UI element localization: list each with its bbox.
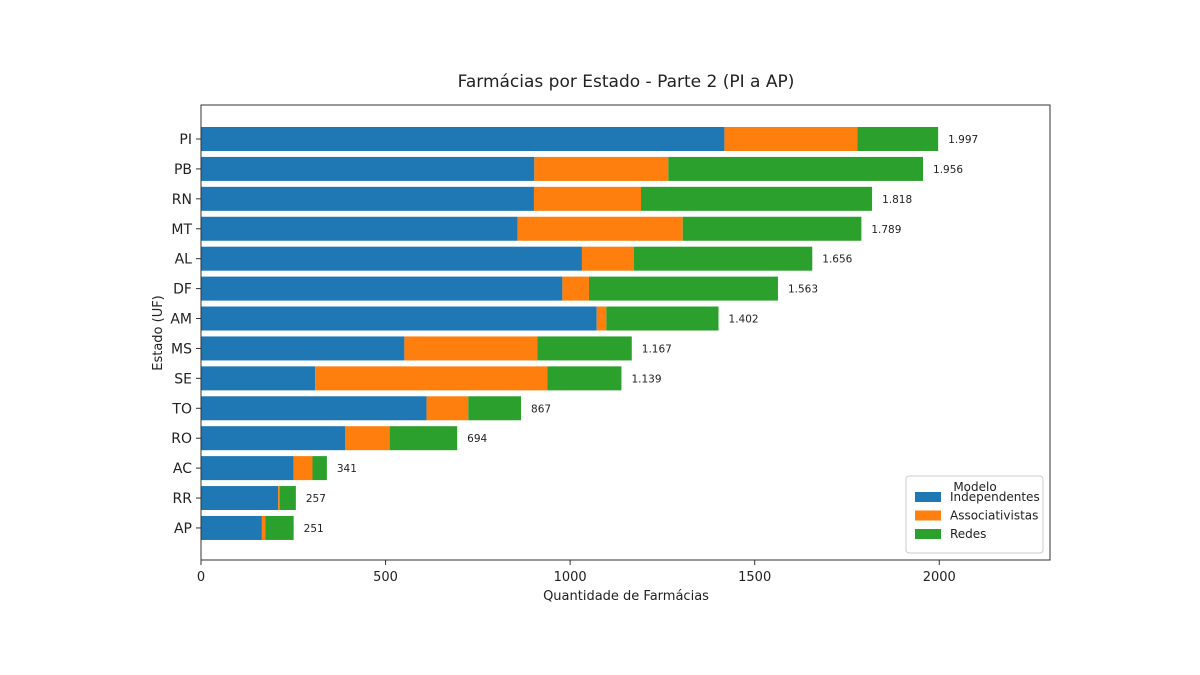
total-label-ap: 251: [304, 523, 324, 535]
y-tick-label-rr: RR: [173, 491, 193, 507]
bar-ac-independentes: [201, 456, 294, 481]
bar-pi-redes: [857, 127, 939, 151]
x-axis-label: Quantidade de Farmácias: [543, 589, 709, 604]
bar-rn-associativistas: [533, 186, 642, 211]
bar-rr-independentes: [201, 486, 279, 511]
bar-al-independentes: [201, 246, 582, 271]
legend: Modelo Independentes Associativistas Redes: [905, 475, 1044, 554]
bar-pb-associativistas: [534, 156, 669, 181]
total-label-pb: 1.956: [933, 164, 963, 176]
legend-label-redes: Redes: [950, 527, 986, 541]
bar-ap-associativistas: [261, 515, 266, 540]
y-tick-label-ms: MS: [171, 341, 192, 357]
bar-mt-associativistas: [517, 216, 683, 241]
y-tick-label-ac: AC: [173, 461, 192, 477]
bar-pi-associativistas: [724, 127, 858, 151]
bar-se-independentes: [201, 366, 316, 391]
bar-se-redes: [547, 366, 622, 391]
bar-to-redes: [468, 396, 522, 421]
bars-layer: [201, 127, 939, 540]
legend-swatch-associativistas: [915, 510, 941, 521]
total-label-df: 1.563: [788, 284, 818, 296]
bar-rr-associativistas: [278, 486, 280, 511]
total-label-ms: 1.167: [642, 343, 672, 355]
bar-df-associativistas: [562, 276, 589, 301]
bar-to-associativistas: [426, 396, 469, 421]
y-tick-label-am: AM: [170, 312, 192, 328]
x-tick-label-1500: 1500: [738, 570, 771, 585]
bar-rn-independentes: [201, 186, 534, 211]
plot-frame: [200, 104, 1051, 561]
y-tick-label-mt: MT: [171, 222, 192, 238]
total-label-mt: 1.789: [871, 224, 901, 236]
total-label-rn: 1.818: [882, 194, 912, 206]
y-tick-label-pb: PB: [174, 162, 192, 178]
bar-ro-independentes: [201, 426, 346, 451]
bar-al-redes: [633, 246, 813, 271]
legend-items: Independentes Associativistas Redes: [915, 490, 1040, 541]
legend-label-associativistas: Associativistas: [950, 509, 1038, 523]
bar-ap-redes: [265, 515, 294, 540]
y-tick-label-df: DF: [173, 282, 192, 298]
total-label-ac: 341: [337, 463, 357, 475]
bar-ro-redes: [389, 426, 458, 451]
chart-title: Farmácias por Estado - Parte 2 (PI a AP): [458, 72, 795, 92]
bar-ms-associativistas: [404, 336, 538, 361]
bar-ac-redes: [312, 456, 327, 481]
bar-pb-redes: [668, 156, 924, 181]
total-label-ro: 694: [467, 433, 487, 445]
bar-ap-independentes: [201, 515, 262, 540]
y-tick-label-al: AL: [175, 252, 193, 268]
bar-rr-redes: [279, 486, 296, 511]
x-tick-label-2000: 2000: [923, 570, 956, 585]
total-label-rr: 257: [306, 493, 326, 505]
total-labels: 1.997 1.956 1.818 1.789 1.656 1.563 1.402 1.167…: [304, 134, 979, 535]
bar-ms-independentes: [201, 336, 405, 361]
bar-am-redes: [606, 306, 719, 331]
bar-mt-independentes: [201, 216, 518, 241]
x-ticks: 0 500 1000 1500 2000: [197, 560, 956, 585]
bar-pb-independentes: [201, 156, 535, 181]
bar-df-independentes: [201, 276, 563, 301]
bar-to-independentes: [201, 396, 427, 421]
y-tick-label-rn: RN: [172, 192, 192, 208]
total-label-al: 1.656: [822, 254, 852, 266]
bar-am-associativistas: [596, 306, 607, 331]
y-tick-label-to: TO: [171, 401, 192, 417]
bar-pi-independentes: [201, 127, 725, 151]
bar-am-independentes: [201, 306, 597, 331]
bar-mt-redes: [682, 216, 862, 241]
total-label-pi: 1.997: [948, 134, 978, 146]
y-axis-label: Estado (UF): [151, 295, 166, 371]
y-tick-labels: PI PB RN MT AL DF AM MS SE TO RO AC RR AP: [170, 132, 201, 537]
bar-ms-redes: [537, 336, 632, 361]
y-tick-label-pi: PI: [179, 132, 192, 148]
x-tick-label-500: 500: [373, 570, 398, 585]
total-label-se: 1.139: [631, 373, 661, 385]
x-tick-label-0: 0: [197, 570, 205, 585]
legend-swatch-redes: [915, 529, 941, 539]
bar-rn-redes: [641, 186, 873, 211]
bar-ac-associativistas: [293, 456, 313, 481]
bar-df-redes: [588, 276, 778, 301]
y-tick-label-ro: RO: [171, 431, 192, 447]
legend-swatch-independentes: [915, 492, 941, 502]
x-tick-label-1000: 1000: [554, 570, 587, 585]
legend-title: Modelo: [953, 480, 996, 494]
y-tick-label-se: SE: [174, 371, 192, 387]
bar-al-associativistas: [581, 246, 634, 271]
bar-ro-associativistas: [345, 426, 390, 451]
legend-label-independentes: Independentes: [950, 490, 1040, 504]
total-label-am: 1.402: [729, 314, 759, 326]
y-tick-label-ap: AP: [174, 521, 192, 537]
total-label-to: 867: [531, 403, 551, 415]
bar-se-associativistas: [315, 366, 548, 391]
